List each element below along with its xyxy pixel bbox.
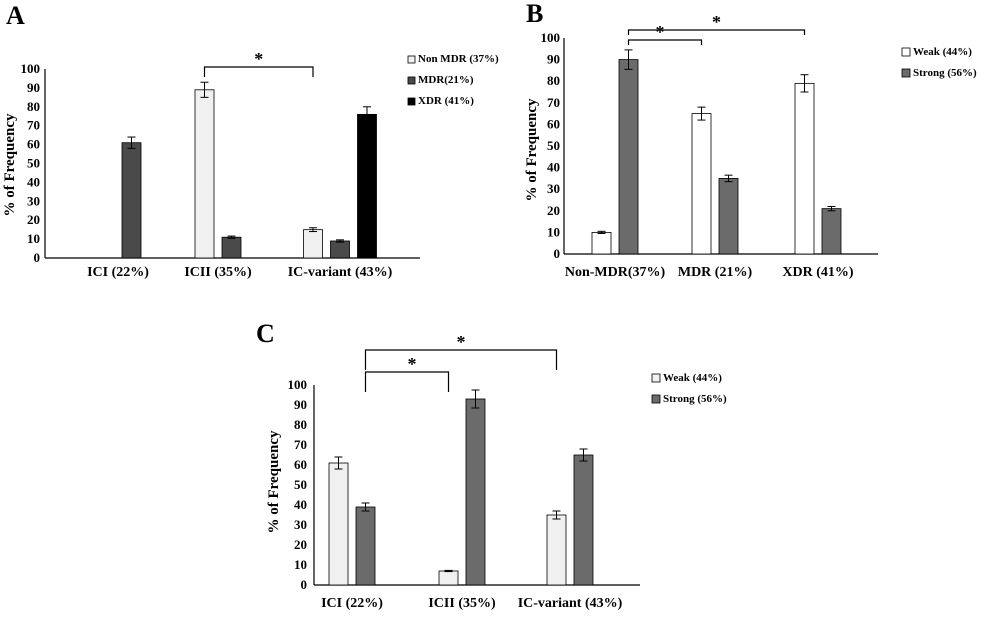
legend-label: MDR(21%) bbox=[418, 74, 474, 86]
bar bbox=[821, 208, 842, 255]
significance-star: * bbox=[408, 354, 417, 374]
x-category-label: ICI (22%) bbox=[87, 265, 149, 280]
y-tick-label: 30 bbox=[294, 517, 307, 532]
significance-bracket bbox=[627, 39, 703, 45]
y-tick-label: 100 bbox=[288, 377, 308, 392]
y-tick-label: 20 bbox=[547, 203, 560, 218]
x-category-label: MDR (21%) bbox=[678, 265, 753, 280]
legend-swatch bbox=[651, 373, 661, 383]
y-tick-label: 80 bbox=[547, 73, 560, 88]
significance-bracket bbox=[364, 349, 558, 370]
legend-swatch bbox=[407, 97, 416, 106]
y-tick-label: 40 bbox=[27, 174, 40, 189]
bar bbox=[357, 113, 377, 259]
significance-bracket bbox=[364, 371, 450, 392]
bar bbox=[465, 398, 486, 586]
y-tick-label: 50 bbox=[294, 477, 307, 492]
y-tick-label: 10 bbox=[27, 231, 40, 246]
y-tick-label: 60 bbox=[547, 116, 560, 131]
y-tick-label: 100 bbox=[21, 61, 41, 76]
significance-bracket bbox=[203, 66, 314, 77]
bar bbox=[303, 229, 323, 259]
y-axis-label: % of Frequency bbox=[524, 98, 540, 202]
y-tick-label: 30 bbox=[547, 181, 560, 196]
legend-swatch bbox=[407, 55, 416, 64]
bar bbox=[121, 142, 142, 259]
y-tick-label: 0 bbox=[301, 577, 308, 592]
bar bbox=[691, 113, 712, 255]
y-tick-label: 20 bbox=[294, 537, 307, 552]
y-tick-label: 80 bbox=[294, 417, 307, 432]
y-tick-label: 10 bbox=[547, 224, 560, 239]
y-tick-label: 70 bbox=[27, 118, 40, 133]
y-tick-label: 90 bbox=[294, 397, 307, 412]
bar bbox=[618, 59, 639, 255]
bar bbox=[438, 570, 459, 586]
bar bbox=[221, 236, 242, 259]
legend-label: Weak (44%) bbox=[663, 372, 722, 384]
y-tick-label: 10 bbox=[294, 557, 307, 572]
x-category-label: ICII (35%) bbox=[428, 596, 496, 611]
panel-letter: B bbox=[526, 0, 543, 28]
bar bbox=[591, 231, 612, 255]
y-axis-label: % of Frequency bbox=[266, 430, 282, 534]
significance-star: * bbox=[656, 22, 665, 42]
y-tick-label: 90 bbox=[547, 52, 560, 67]
bar bbox=[546, 514, 567, 586]
y-tick-label: 0 bbox=[34, 250, 41, 265]
significance-star: * bbox=[712, 12, 721, 32]
legend-label: Weak (44%) bbox=[913, 46, 972, 58]
y-tick-label: 80 bbox=[27, 99, 40, 114]
bar bbox=[194, 89, 215, 259]
chart-panel-c: C 0 10 20 30 40 50 60 70 80 90 100 % of Frequency ICI… bbox=[256, 319, 727, 611]
x-category-label: IC-variant (43%) bbox=[288, 265, 393, 280]
bar bbox=[355, 506, 376, 586]
y-tick-label: 60 bbox=[294, 457, 307, 472]
bar bbox=[328, 462, 349, 586]
legend-swatch bbox=[407, 76, 416, 85]
y-tick-label: 40 bbox=[547, 160, 560, 175]
x-category-label: ICI (22%) bbox=[321, 596, 383, 611]
y-tick-label: 70 bbox=[294, 437, 307, 452]
chart-panel-a: A 0 10 20 30 40 50 60 70 80 90 100 % of Frequency ICI… bbox=[2, 1, 499, 280]
legend-swatch bbox=[901, 47, 911, 57]
significance-star: * bbox=[457, 332, 466, 352]
significance-bracket bbox=[627, 29, 806, 35]
x-category-label: XDR (41%) bbox=[782, 265, 853, 280]
y-tick-label: 70 bbox=[547, 95, 560, 110]
bar bbox=[330, 240, 350, 259]
legend-label: Non MDR (37%) bbox=[418, 53, 499, 65]
x-category-label: IC-variant (43%) bbox=[518, 596, 623, 611]
x-category-label: Non-MDR(37%) bbox=[565, 265, 666, 280]
y-axis-label: % of Frequency bbox=[2, 113, 18, 217]
legend-swatch bbox=[651, 394, 661, 404]
bar bbox=[718, 177, 739, 255]
panel-letter: A bbox=[6, 1, 25, 30]
significance-star: * bbox=[254, 49, 263, 69]
legend-label: XDR (41%) bbox=[418, 95, 474, 107]
bar bbox=[573, 454, 594, 586]
y-tick-label: 20 bbox=[27, 212, 40, 227]
legend-label: Strong (56%) bbox=[663, 393, 727, 405]
y-tick-label: 100 bbox=[541, 30, 561, 45]
y-tick-label: 60 bbox=[27, 137, 40, 152]
y-tick-label: 50 bbox=[27, 156, 40, 171]
y-tick-label: 30 bbox=[27, 193, 40, 208]
chart-panel-b: B 0 10 20 30 40 50 60 70 80 90 100 % of Frequency Non… bbox=[524, 0, 977, 280]
y-tick-label: 90 bbox=[27, 80, 40, 95]
bar bbox=[794, 82, 815, 255]
x-category-label: ICII (35%) bbox=[184, 265, 252, 280]
y-tick-label: 40 bbox=[294, 497, 307, 512]
panel-letter: C bbox=[256, 319, 275, 348]
y-tick-label: 0 bbox=[554, 246, 561, 261]
y-tick-label: 50 bbox=[547, 138, 560, 153]
legend-label: Strong (56%) bbox=[913, 67, 977, 79]
legend-swatch bbox=[901, 68, 911, 78]
